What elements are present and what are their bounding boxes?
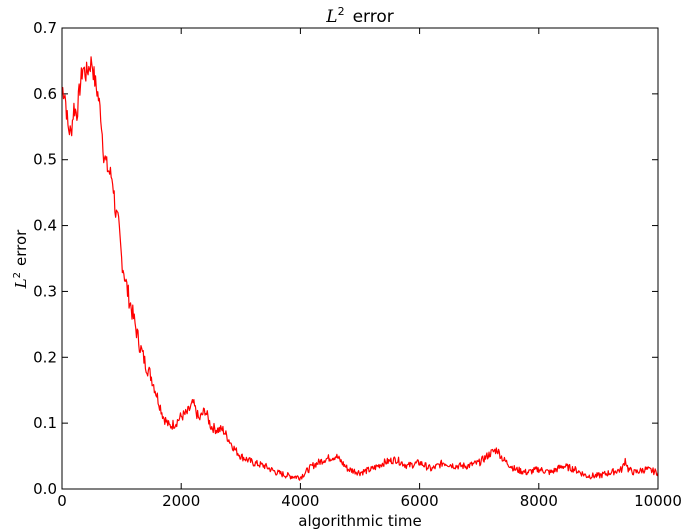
- series-line: [61, 56, 659, 481]
- x-tick-label: 2000: [162, 492, 200, 510]
- y-tick-label: 0.7: [33, 19, 57, 37]
- tick-labels: 0 2000 4000 6000 8000 10000 0.0 0.1 0.2 0.3 0.4 0.5…: [33, 19, 682, 510]
- x-tick-label: 4000: [281, 492, 319, 510]
- chart-title: L2 error: [325, 5, 393, 27]
- x-tick-label: 8000: [520, 492, 558, 510]
- x-axis-label: algorithmic time: [298, 512, 421, 530]
- x-tick-label: 6000: [401, 492, 439, 510]
- x-tick-label: 0: [57, 492, 67, 510]
- y-tick-label: 0.2: [33, 348, 57, 366]
- axis-ticks: [61, 27, 659, 490]
- plot-frame: [61, 27, 659, 490]
- y-axis-label: L2error: [12, 229, 30, 289]
- y-tick-label: 0.6: [33, 85, 57, 103]
- y-tick-label: 0.0: [33, 480, 57, 498]
- y-tick-label: 0.4: [33, 217, 57, 235]
- y-tick-label: 0.5: [33, 151, 57, 169]
- y-tick-label: 0.1: [33, 414, 57, 432]
- x-tick-label: 10000: [634, 492, 682, 510]
- y-tick-label: 0.3: [33, 282, 57, 300]
- series-group: [61, 56, 659, 481]
